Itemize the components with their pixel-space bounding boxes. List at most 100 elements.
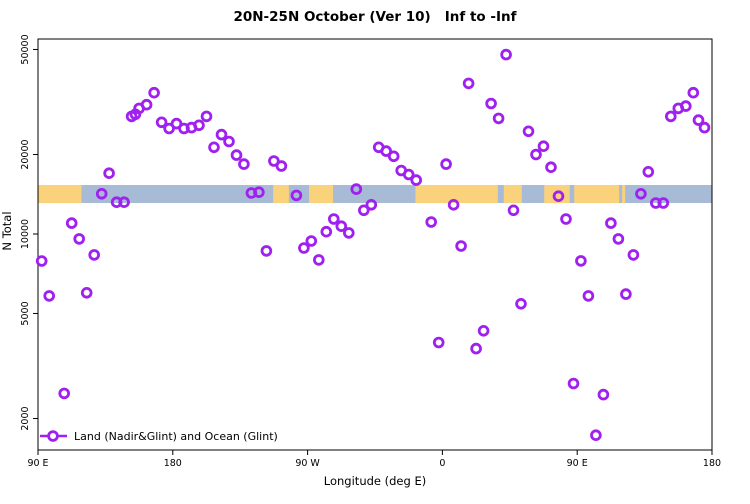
data-point [357,204,370,217]
map-band-land-segment [309,185,334,204]
legend-point-marker [47,430,59,442]
data-point [664,110,677,123]
data-point [365,199,378,211]
data-point [477,324,490,337]
data-point [342,227,355,239]
data-point [65,217,78,229]
data-point [327,213,340,225]
data-point [642,166,655,178]
map-band-land-segment [622,185,626,204]
legend: Land (Nadir&Glint) and Ocean (Glint) [40,430,278,443]
y-axis-title: N Total [0,211,14,250]
data-point [575,255,587,267]
x-axis-tick-label: 180 [164,458,182,469]
chart-title: 20N-25N October (Ver 10) Inf to -Inf [233,9,516,25]
x-axis-tick-label: 180 [703,458,721,469]
data-point [58,387,70,400]
data-point [95,188,108,200]
data-point [80,286,93,299]
x-axis-tick-label: 0 [439,458,445,469]
x-axis-tick-label: 90 E [567,458,588,469]
data-point [492,112,505,125]
data-point [597,388,610,401]
data-point [88,249,100,261]
data-point [432,336,445,349]
data-point [545,161,557,174]
data-point [73,233,85,245]
data-point [425,216,438,228]
data-point [140,98,153,111]
data-point [679,100,692,112]
data-point [692,114,705,126]
data-point [698,121,711,134]
data-point [635,188,647,200]
data-point [35,255,48,267]
data-point [230,149,243,161]
x-axis-tick-label: 90 W [295,458,320,469]
map-band-land-segment [273,185,289,204]
data-point [118,196,130,209]
data-point [657,197,670,209]
data-point [605,217,617,229]
data-point [387,150,400,163]
data-point [103,167,115,180]
data-point [350,183,363,195]
data-point [148,86,160,99]
data-point [455,240,467,252]
y-axis-tick-label: 10000 [20,219,31,249]
data-point [530,148,542,161]
data-point [462,77,475,90]
x-axis-title: Longitude (deg E) [324,474,426,488]
data-point [238,158,250,170]
data-point [687,86,700,99]
data-point [537,140,550,153]
data-point [290,189,303,202]
data-point [320,225,333,238]
data-point [500,48,512,61]
data-point [447,199,460,211]
data-points [35,48,711,442]
data-point [260,245,273,257]
data-point [193,119,205,132]
data-point [253,186,265,199]
data-point [552,190,565,203]
data-point [627,249,640,261]
y-axis-tick-label: 20000 [20,139,31,169]
map-band-land-segment [38,185,82,204]
y-axis-tick-label: 5000 [20,301,31,325]
data-point [268,155,280,167]
data-point [380,145,393,157]
data-point [43,290,55,302]
data-point [485,97,497,110]
data-point [275,160,288,172]
data-point [560,213,572,225]
data-point [522,125,535,138]
data-point [305,235,318,247]
data-point [298,242,310,254]
axes: 90 E 180 90 W 0 90 E 180 2000 5000 10000 20000 500… [20,34,721,469]
data-point [590,429,602,442]
data-point [155,116,168,129]
map-band-land-segment [415,185,498,204]
y-axis-tick-label: 50000 [20,34,31,64]
data-point [410,174,423,186]
map-band-land-segment [503,185,522,204]
data-point [200,110,213,123]
data-point [223,135,235,148]
legend-label: Land (Nadir&Glint) and Ocean (Glint) [74,430,278,443]
data-point [402,168,415,181]
data-point [335,220,348,233]
data-point [208,141,220,154]
plot-border [37,38,713,451]
data-point [507,204,520,217]
data-point [470,342,482,355]
map-band-land-segment [574,185,620,204]
map-band [38,185,712,204]
data-point [612,233,625,245]
data-point [620,288,632,300]
data-point [440,158,452,170]
x-axis-tick-label: 90 E [27,458,48,469]
y-axis-tick-label: 2000 [20,406,31,430]
data-point [567,377,580,390]
